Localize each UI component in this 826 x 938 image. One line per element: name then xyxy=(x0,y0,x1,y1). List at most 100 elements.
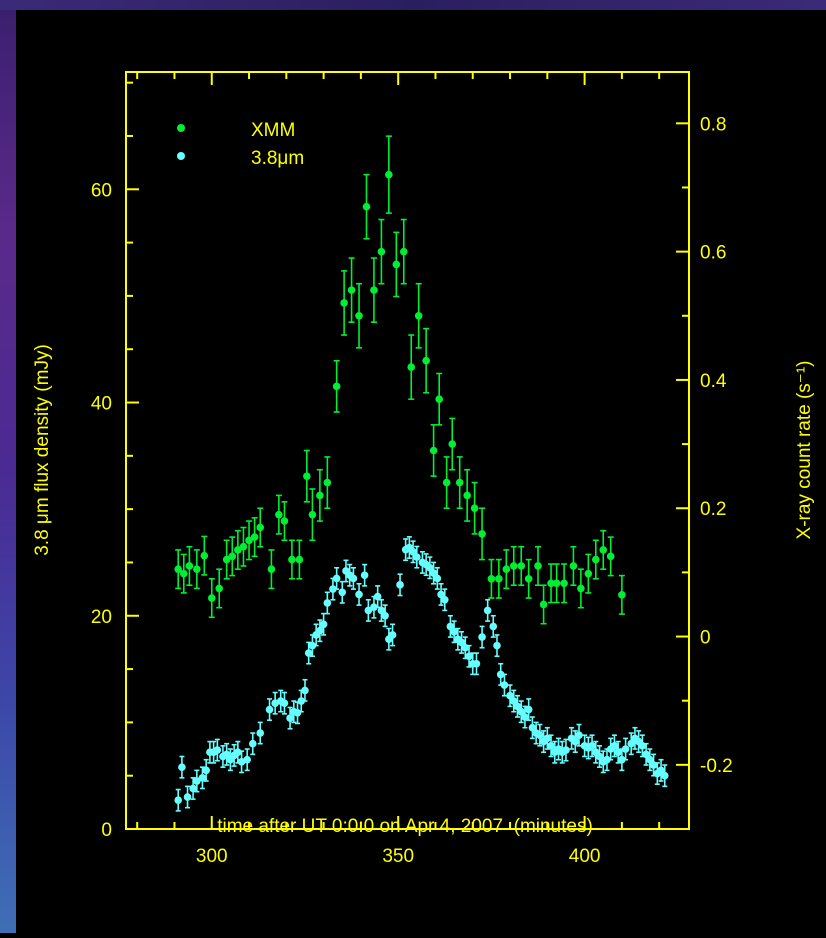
data-point xyxy=(627,732,636,756)
point-marker xyxy=(323,478,332,487)
data-point xyxy=(392,231,401,298)
data-point xyxy=(213,738,222,762)
point-marker xyxy=(316,626,324,635)
data-point xyxy=(215,568,224,609)
point-marker xyxy=(577,584,585,593)
data-point xyxy=(487,558,496,599)
data-point xyxy=(193,769,201,793)
data-point xyxy=(198,766,207,790)
point-marker xyxy=(222,555,231,564)
point-marker xyxy=(340,299,348,307)
data-point xyxy=(577,568,585,609)
data-point xyxy=(429,561,438,585)
data-point xyxy=(364,598,373,622)
point-marker xyxy=(528,723,537,732)
data-point xyxy=(657,758,665,782)
x-tick-label: 300 xyxy=(196,846,228,867)
point-marker xyxy=(496,670,505,679)
point-marker xyxy=(591,555,600,564)
point-marker xyxy=(627,739,636,748)
data-point xyxy=(222,742,231,766)
data-point xyxy=(450,620,458,644)
data-point xyxy=(245,520,253,561)
data-point xyxy=(517,700,526,724)
point-marker xyxy=(435,395,443,403)
data-point xyxy=(539,584,548,625)
point-marker xyxy=(614,748,622,757)
data-point xyxy=(536,723,544,747)
axes-frame xyxy=(125,71,690,830)
point-marker xyxy=(349,574,358,583)
point-marker xyxy=(562,746,570,754)
legend-xmm-marker xyxy=(177,124,185,132)
data-point xyxy=(377,598,386,622)
point-marker xyxy=(234,546,242,554)
point-marker xyxy=(234,748,242,757)
point-marker xyxy=(407,363,416,371)
data-point xyxy=(239,526,248,567)
y-right-tick-label: 0.2 xyxy=(700,499,726,520)
point-marker xyxy=(513,702,522,711)
data-point xyxy=(355,282,363,349)
data-point xyxy=(370,595,378,619)
data-point xyxy=(399,218,408,285)
point-marker xyxy=(377,247,386,256)
data-point xyxy=(250,517,259,558)
data-point xyxy=(347,257,356,323)
data-point xyxy=(183,785,192,809)
data-point xyxy=(312,623,320,647)
data-point xyxy=(289,700,298,724)
data-point xyxy=(642,742,650,766)
point-marker xyxy=(381,611,389,620)
point-marker xyxy=(288,555,296,564)
point-marker xyxy=(178,763,186,771)
data-point xyxy=(524,558,533,599)
data-point xyxy=(414,282,423,349)
y-right-tick-label: 0.8 xyxy=(700,114,726,135)
data-point xyxy=(373,585,382,609)
point-marker xyxy=(189,784,197,793)
point-marker xyxy=(457,638,466,647)
point-marker xyxy=(179,569,188,578)
point-marker xyxy=(493,641,501,650)
point-marker xyxy=(228,552,237,561)
data-point xyxy=(660,764,669,788)
y-left-tick-label: 0 xyxy=(101,820,112,841)
point-marker xyxy=(213,746,222,754)
point-marker xyxy=(370,603,378,612)
data-point xyxy=(442,456,451,510)
data-point xyxy=(340,270,348,336)
data-point xyxy=(178,755,186,779)
point-marker xyxy=(303,472,311,480)
data-point xyxy=(174,549,182,590)
data-point xyxy=(433,566,442,590)
data-point xyxy=(256,507,265,548)
data-point xyxy=(228,536,237,577)
point-marker xyxy=(286,714,294,722)
point-marker xyxy=(552,579,561,588)
point-marker xyxy=(509,562,518,570)
point-marker xyxy=(489,622,498,631)
point-marker xyxy=(250,533,259,541)
point-marker xyxy=(575,731,583,739)
data-point xyxy=(550,740,559,764)
point-marker xyxy=(248,739,257,748)
point-marker xyxy=(509,697,518,705)
point-marker xyxy=(657,766,665,775)
data-point xyxy=(230,743,238,767)
data-point xyxy=(653,762,662,786)
point-marker xyxy=(308,510,317,519)
point-marker xyxy=(308,641,317,650)
point-marker xyxy=(433,574,442,583)
data-point xyxy=(489,614,498,638)
data-point xyxy=(426,556,434,580)
data-point xyxy=(332,359,341,413)
data-point xyxy=(377,218,386,285)
point-marker xyxy=(245,536,253,545)
point-marker xyxy=(465,652,473,661)
point-marker xyxy=(202,766,210,775)
point-marker xyxy=(319,620,328,629)
data-point xyxy=(370,257,378,323)
point-marker xyxy=(301,686,309,695)
